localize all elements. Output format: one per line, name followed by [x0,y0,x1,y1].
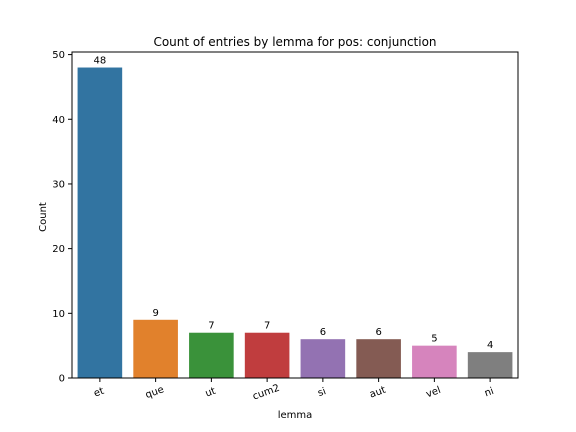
bar-ut [189,332,234,378]
bar-aut [356,339,401,378]
data-label-ni: 4 [487,340,493,351]
y-tick-label-50: 50 [52,50,65,61]
x-tick-label-que: que [144,384,165,401]
chart-title: Count of entries by lemma for pos: conju… [153,35,436,49]
data-label-que: 9 [152,308,158,319]
data-label-aut: 6 [375,327,381,338]
data-label-cum2: 7 [264,321,270,332]
x-tick-label-cum2: cum2 [251,383,281,403]
bar-vel [412,345,457,378]
y-tick-label-0: 0 [59,374,65,385]
y-tick-label-40: 40 [52,115,65,126]
x-tick-label-vel: vel [425,385,443,400]
data-label-si: 6 [320,327,326,338]
x-tick-label-aut: aut [368,385,387,401]
bar-ni [467,352,513,378]
x-tick-label-si: si [316,386,327,399]
x-tick-label-ni: ni [483,386,495,399]
axes-frame [71,51,519,379]
bar-que [133,319,178,378]
data-label-ut: 7 [208,321,214,332]
x-tick-label-et: et [92,386,105,400]
y-tick-label-20: 20 [52,244,65,255]
data-label-vel: 5 [431,334,437,345]
bar-cum2 [244,332,290,378]
x-axis-label: lemma [278,410,313,421]
y-tick-label-10: 10 [52,309,65,320]
x-tick-label-ut: ut [204,386,217,400]
bar-si [300,339,346,378]
y-tick-label-30: 30 [52,179,65,190]
data-label-et: 48 [94,56,107,67]
plot-area: 48 et 9 que 7 ut 7 cum2 6 si 6 aut 5 vel 4 ni 0 10 20 30 40 5… [52,50,519,403]
y-axis-label: Count [38,202,49,232]
bar-et [77,67,123,379]
